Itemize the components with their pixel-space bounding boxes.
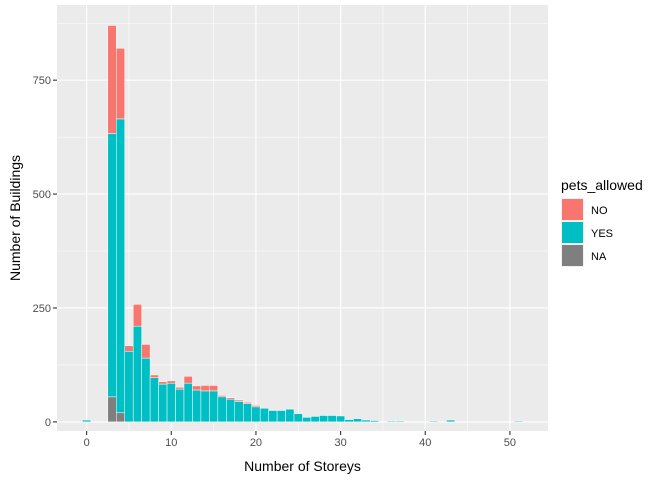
bar-segment-na (116, 412, 125, 423)
legend-title: pets_allowed (561, 177, 643, 193)
bar-segment-yes (183, 382, 193, 423)
bar-segment-na (107, 396, 117, 423)
bar-segment-yes (175, 388, 185, 423)
y-tick-label: 250 (33, 303, 51, 315)
bar-segment-yes (209, 390, 219, 423)
bar-segment-yes (446, 419, 456, 423)
bar-segment-yes (302, 417, 312, 423)
legend-swatch-na (562, 245, 583, 266)
bar-segment-yes (141, 357, 151, 423)
bar-segment-no (149, 374, 159, 378)
bar-segment-yes (234, 401, 244, 423)
bar-segment-no (217, 395, 227, 398)
bar-segment-no (242, 402, 252, 404)
bar-segment-yes (353, 418, 363, 423)
x-tick-label: 30 (334, 437, 346, 449)
y-tick-label: 750 (33, 75, 51, 87)
bar-segment-yes (132, 325, 142, 423)
minor-gridlines (57, 5, 548, 431)
bar-segment-yes (319, 415, 329, 423)
x-tick-label: 10 (165, 437, 177, 449)
bar-segment-no (226, 397, 236, 400)
legend: pets_allowed NO YES NA (561, 177, 643, 267)
bar-segment-yes (344, 419, 354, 423)
bar-segment-yes (107, 133, 117, 398)
legend-label-no: NO (591, 205, 608, 217)
x-tick-label: 0 (84, 437, 90, 449)
legend-swatch-no (562, 199, 583, 220)
bar-segment-yes (251, 406, 261, 423)
bar-segment-yes (327, 415, 337, 423)
bar-segment-no (200, 385, 210, 392)
legend-swatch-yes (562, 222, 583, 243)
bar-segment-yes (336, 415, 346, 423)
x-tick-label: 40 (419, 437, 431, 449)
bar-segment-yes (285, 408, 295, 423)
bar-segment-no (158, 381, 168, 385)
bar-segment-yes (242, 403, 252, 423)
x-tick-label: 50 (504, 437, 516, 449)
bar-segment-no (124, 345, 134, 352)
bar-segment-yes (124, 351, 134, 423)
bar-segment-no (166, 380, 176, 384)
bar-segment-no (132, 304, 142, 327)
bar-segment-yes (259, 407, 269, 423)
bar-segment-no (175, 387, 185, 390)
bar-segment-no (192, 385, 202, 391)
y-tick-label: 0 (45, 417, 51, 429)
bar-segment-yes (276, 410, 286, 423)
legend-label-yes: YES (591, 228, 613, 240)
bar-segment-no (107, 25, 117, 134)
bars (82, 25, 523, 423)
bar-segment-yes (217, 396, 227, 423)
bar-segment-yes (226, 398, 236, 423)
bar-segment-no (251, 405, 261, 408)
x-axis-title: Number of Storeys (244, 458, 361, 474)
y-axis-title: Number of Buildings (7, 155, 23, 281)
bar-segment-yes (386, 420, 396, 423)
bar-segment-yes (82, 419, 92, 423)
bar-segment-yes (192, 389, 202, 423)
bar-segment-yes (513, 420, 523, 423)
bar-segment-yes (429, 420, 439, 423)
bar-segment-yes (166, 382, 176, 423)
bar-segment-no (209, 385, 219, 392)
legend-label-na: NA (591, 251, 607, 263)
bar-segment-yes (310, 416, 320, 423)
bar-segment-no (183, 376, 193, 384)
bar-segment-yes (158, 383, 168, 423)
bar-segment-yes (369, 420, 379, 423)
y-axis: 0 250 500 750 (33, 75, 57, 429)
x-tick-label: 20 (250, 437, 262, 449)
bar-segment-yes (268, 410, 278, 423)
bar-segment-no (141, 344, 151, 359)
bar-segment-yes (361, 419, 371, 423)
y-tick-label: 500 (33, 189, 51, 201)
bar-segment-yes (149, 377, 159, 423)
bar-segment-yes (395, 420, 405, 423)
bar-segment-yes (116, 118, 125, 414)
bar-segment-yes (293, 413, 303, 423)
bar-segment-no (234, 399, 244, 402)
bar-segment-no (116, 48, 125, 120)
bar-segment-yes (200, 390, 210, 423)
x-axis: 0 10 20 30 40 50 (84, 431, 516, 449)
